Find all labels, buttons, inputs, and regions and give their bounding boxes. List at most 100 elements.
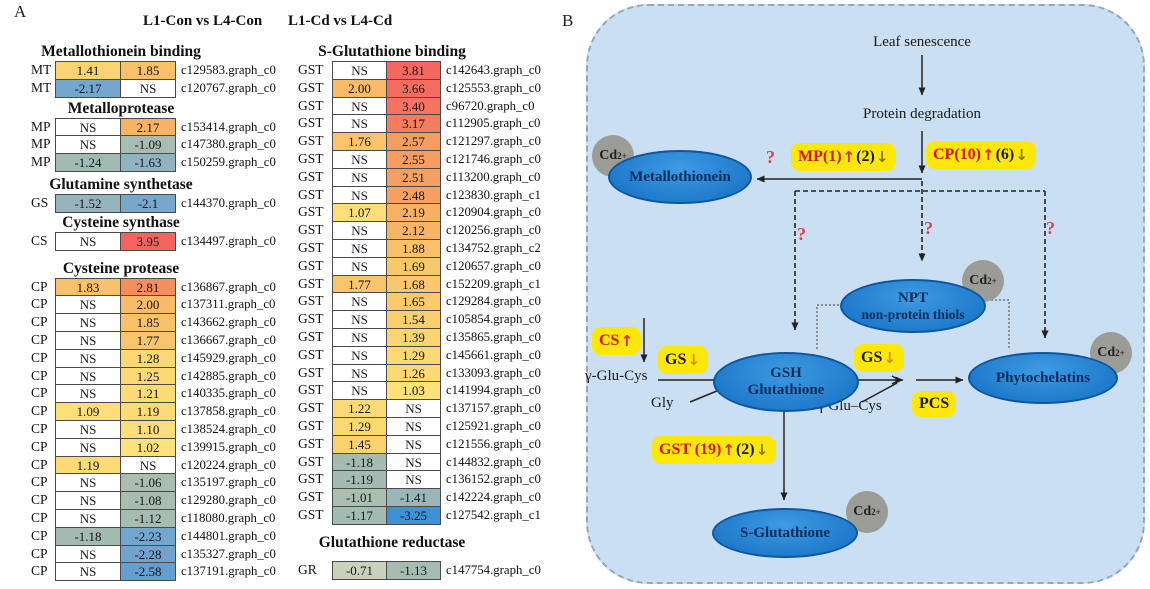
gene-family-label: MT <box>31 62 52 77</box>
heatmap-row: CP 1.19 NS c120224.graph_c0 <box>31 455 285 475</box>
transcript-id: c137311.graph_c0 <box>181 297 276 312</box>
gst-count-down: (2) <box>735 441 755 458</box>
heatmap-row: CP NS 1.21 c140335.graph_c0 <box>31 384 285 404</box>
heatmap-row: GST NS 1.88 c134752.graph_c2 <box>298 238 582 258</box>
transcript-id: c136667.graph_c0 <box>181 332 276 347</box>
gene-family-label: MP <box>31 118 51 134</box>
up-arrow-icon: ↑ <box>842 148 856 166</box>
fold-change-cell-cd: NS <box>120 455 176 475</box>
gene-family-label: GST <box>298 275 324 291</box>
section-title: Glutathione reductase <box>318 533 466 551</box>
fold-change-cell-cd: 1.88 <box>386 238 441 258</box>
heatmap-row: GR -0.71 -1.13 c147754.graph_c0 <box>298 560 582 580</box>
npt-node-title: NPT <box>898 290 928 306</box>
heatmap-column-right: S-Glutathione binding GST NS 3.81 c142643.gr… <box>296 43 582 580</box>
fold-change-cell-cd: NS <box>120 78 176 98</box>
fold-change-cell-con: NS <box>55 231 121 251</box>
transcript-id: c133093.graph_c0 <box>446 365 541 380</box>
transcript-id: c121297.graph_c0 <box>446 134 541 149</box>
fold-change-cell-con: NS <box>332 256 387 276</box>
transcript-id: c150259.graph_c0 <box>181 155 276 170</box>
gene-family-label: CP <box>31 509 48 525</box>
gene-family-label: CP <box>31 385 48 401</box>
s-glutathione-node: S-Glutathione <box>712 508 858 558</box>
gene-family-label: CP <box>31 296 48 312</box>
gsh-node-title: GSH <box>770 365 802 381</box>
transcript-id: c137157.graph_c0 <box>446 401 541 416</box>
transcript-id: c147754.graph_c0 <box>446 562 541 577</box>
transcript-id: c120657.graph_c0 <box>446 258 541 273</box>
fold-change-cell-con: 1.22 <box>332 399 387 418</box>
fold-change-cell-cd: 1.77 <box>120 330 176 350</box>
heatmap-section: Metalloprotease MP NS 2.17 c153414.graph_c0 M… <box>5 100 285 172</box>
fold-change-cell-cd: 2.00 <box>120 295 176 315</box>
cd-ion-label: Cd <box>853 504 872 519</box>
transcript-id: c142885.graph_c0 <box>181 368 276 383</box>
gly-text: Gly <box>651 395 674 411</box>
fold-change-cell-con: NS <box>332 149 387 169</box>
fold-change-cell-con: NS <box>332 167 387 187</box>
fold-change-cell-con: NS <box>55 117 121 137</box>
gene-family-label: GST <box>298 311 324 327</box>
fold-change-cell-con: NS <box>332 381 387 401</box>
gene-family-label: GST <box>298 506 324 522</box>
heatmap-row: GST NS 3.81 c142643.graph_c0 <box>298 61 582 80</box>
gene-family-label: GST <box>298 364 324 380</box>
transcript-id: c139915.graph_c0 <box>181 439 276 454</box>
cp-enzyme-label: CP(10) ↑ (6) ↓ <box>926 141 1036 169</box>
gene-family-label: GS <box>31 194 49 210</box>
transcript-id: c118080.graph_c0 <box>181 510 276 525</box>
fold-change-cell-cd: -2.1 <box>120 193 176 213</box>
transcript-id: c96720.graph_c0 <box>446 98 535 113</box>
heatmap-row: MP NS 2.17 c153414.graph_c0 <box>31 117 285 137</box>
fold-change-cell-cd: NS <box>386 399 441 418</box>
fold-change-cell-cd: 2.55 <box>386 149 441 169</box>
gene-family-label: CP <box>31 438 48 454</box>
question-mark: ? <box>766 147 775 167</box>
gs-enzyme-label: GS ↓ <box>658 346 708 374</box>
fold-change-cell-cd: 2.51 <box>386 167 441 187</box>
heatmap-row: CP 1.83 2.81 c136867.graph_c0 <box>31 277 285 297</box>
transcript-id: c112905.graph_c0 <box>446 116 541 131</box>
gene-family-label: GST <box>298 97 324 113</box>
fold-change-cell-con: -1.18 <box>332 452 387 472</box>
cd-ion: Cd 2+ <box>962 260 1004 302</box>
gst-count-up: GST (19) <box>659 441 722 458</box>
fold-change-cell-cd: NS <box>386 470 441 490</box>
heatmap-row: GST NS 1.39 c135865.graph_c0 <box>298 327 582 347</box>
gene-family-label: GST <box>298 239 324 255</box>
fold-change-cell-cd: 1.29 <box>386 345 441 365</box>
cs-enzyme-label: CS ↑ <box>592 327 642 355</box>
heatmap-section: S-Glutathione binding GST NS 3.81 c142643.gr… <box>296 43 582 525</box>
transcript-id: c120224.graph_c0 <box>181 457 276 472</box>
transcript-id: c147380.graph_c0 <box>181 137 276 152</box>
transcript-id: c129284.graph_c0 <box>446 294 541 309</box>
fold-change-cell-cd: 3.66 <box>386 78 441 98</box>
transcript-id: c138524.graph_c0 <box>181 421 276 436</box>
heatmap-row: GS -1.52 -2.1 c144370.graph_c0 <box>31 193 285 213</box>
fold-change-cell-cd: 1.10 <box>120 419 176 439</box>
heatmap-row: GST -1.01 -1.41 c142224.graph_c0 <box>298 488 582 507</box>
transcript-id: c136867.graph_c0 <box>181 279 276 294</box>
heatmap-row: MT 1.41 1.85 c129583.graph_c0 <box>31 61 285 80</box>
transcript-id: c134497.graph_c0 <box>181 233 276 248</box>
down-arrow-icon: ↓ <box>755 441 769 459</box>
mp-count-down: (2) <box>856 148 875 165</box>
fold-change-cell-cd: 2.57 <box>386 132 441 151</box>
question-mark: ? <box>1046 218 1055 238</box>
heatmap-row: GST 1.76 2.57 c121297.graph_c0 <box>298 132 582 151</box>
heatmap-row: CP NS -2.58 c137191.graph_c0 <box>31 562 285 582</box>
heatmap-row: CP NS 1.77 c136667.graph_c0 <box>31 330 285 350</box>
heatmap-row: GST -1.17 -3.25 c127542.graph_c1 <box>298 505 582 525</box>
fold-change-cell-cd: -1.63 <box>120 153 176 172</box>
fold-change-cell-con: 1.41 <box>55 61 121 80</box>
metallothionein-node-label: Metallothionein <box>629 168 731 185</box>
fold-change-cell-con: NS <box>332 61 387 80</box>
fold-change-cell-cd: 2.81 <box>120 277 176 297</box>
gene-family-label: CP <box>31 456 48 472</box>
gene-family-label: CP <box>31 492 48 508</box>
transcript-id: c144801.graph_c0 <box>181 528 276 543</box>
gene-family-label: CP <box>31 545 48 561</box>
gene-family-label: MP <box>31 154 51 170</box>
